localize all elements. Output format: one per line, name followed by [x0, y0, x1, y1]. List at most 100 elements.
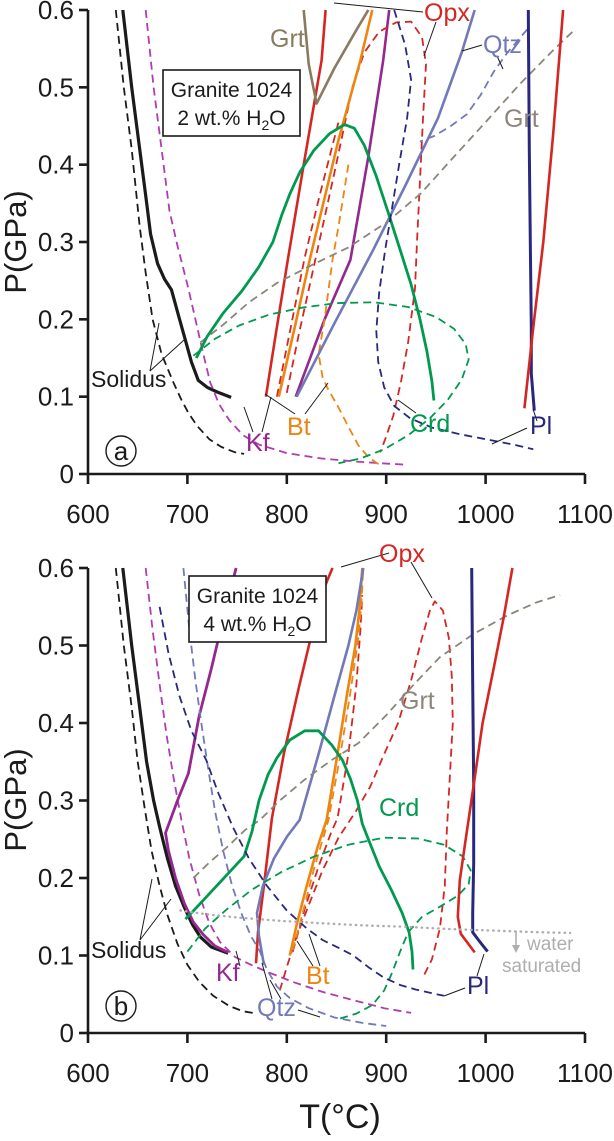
- panel-b-curve-opx-dashed: [278, 600, 454, 991]
- panel-a-leader-5: [304, 382, 329, 415]
- panel-a-leader-0: [149, 322, 160, 372]
- panel-b-leader-1: [410, 561, 433, 599]
- panel-b-leader-11: [443, 987, 466, 997]
- panel-b-curve-opx-dashed-2: [291, 595, 364, 952]
- panel-b-xtick-900: 900: [365, 1058, 408, 1088]
- panel-a-curve-opx-dashed: [285, 20, 427, 453]
- panel-b-curve-crd-solid: [184, 729, 415, 970]
- panel-a-xtick-900: 900: [365, 499, 408, 529]
- panel-a-ytick-0.2: 0.2: [38, 304, 74, 334]
- panel-a-leader-3: [261, 396, 272, 433]
- panel-a-curve-red-line-right: [523, 9, 565, 409]
- panel-b-saturated-label: saturated: [502, 956, 581, 977]
- panel-b-grt-dashed-label: Grt: [400, 687, 435, 715]
- panel-a-leader-4: [264, 393, 296, 415]
- panel-b-ytick-0.5: 0.5: [38, 631, 74, 661]
- panel-b: 0 0.1 0.2 0.3 0.4 0.5 0.6 600 700 800 900 1000 1100 P…: [0, 540, 613, 1088]
- panel-b-curve-qtz-solid: [255, 567, 365, 966]
- panel-a-curve-opx-solid: [264, 9, 327, 397]
- panel-b-curve-kf-solid: [164, 567, 238, 954]
- panel-b-xtick-800: 800: [265, 1058, 308, 1088]
- panel-b-ytick-0.6: 0.6: [38, 553, 74, 583]
- panel-b-ytick-0.3: 0.3: [38, 786, 74, 816]
- panel-a-curve-pl-dashed: [375, 9, 534, 451]
- panel-a-ytick-0.4: 0.4: [38, 150, 74, 180]
- panel-a-y-axis-title: P(GPa): [0, 190, 33, 293]
- panel-a-leader-8: [532, 408, 538, 422]
- panel-b-ytick-0.2: 0.2: [38, 863, 74, 893]
- panel-a-xtick-1100: 1100: [557, 499, 613, 529]
- panel-b-leader-10: [476, 953, 485, 977]
- panel-a-curve-grt-solid: [302, 9, 370, 105]
- panel-b-leader-8: [269, 979, 282, 1000]
- panel-a-kf-label: Kf: [246, 429, 270, 457]
- panel-b-curve-kf-dashed: [144, 567, 412, 1014]
- panel-a-ytick-0.5: 0.5: [38, 72, 74, 102]
- panel-b-y-axis-title: P(GPa): [0, 748, 33, 851]
- panel-a-letter-circle: [105, 435, 137, 467]
- panel-b-qtz-label: Qtz: [257, 994, 296, 1022]
- panel-a-grt-solid-label: Grt: [270, 25, 305, 53]
- panel-a-curve-crd-solid: [195, 123, 436, 401]
- panel-b-ytick-0: 0: [60, 1018, 74, 1048]
- panel-a-letter: a: [114, 436, 129, 466]
- panel-a-ytick-0: 0: [60, 459, 74, 489]
- panel-b-solidus-label: Solidus: [91, 937, 166, 963]
- panel-b-leader-7: [261, 962, 273, 1000]
- panel-a-curve-bt-solid: [277, 9, 374, 397]
- panel-a-xtick-800: 800: [265, 499, 308, 529]
- panel-a-axes: [79, 8, 587, 484]
- panel-b-bt-label: Bt: [306, 962, 330, 990]
- panel-b-xtick-1100: 1100: [557, 1058, 613, 1088]
- panel-b-curve-solidus: [121, 567, 229, 955]
- panel-b-curve-red-line-right: [456, 567, 514, 954]
- panel-b-leader-6: [308, 933, 321, 967]
- panel-b-ytick-0.4: 0.4: [38, 708, 74, 738]
- panel-a-curve-pl-solid: [526, 9, 536, 411]
- panel-a-crd-label: Crd: [410, 410, 450, 438]
- panel-b-crd-label: Crd: [379, 794, 419, 822]
- panel-a-ytick-0.1: 0.1: [38, 382, 74, 412]
- panel-b-curve-bt-dashed: [291, 567, 365, 951]
- panel-a-ytick-0.6: 0.6: [38, 0, 74, 25]
- panel-a-curve-solidus-dashed: [114, 9, 245, 455]
- water-saturated-arrowhead: [512, 945, 520, 953]
- panel-b-ytick-0.1: 0.1: [38, 941, 74, 971]
- panel-a-curves: [114, 9, 576, 466]
- panel-a-grt-dashed-label: Grt: [504, 105, 539, 133]
- panel-b-pl-label: Pl: [467, 972, 489, 1000]
- panel-a-title-box: [162, 69, 301, 137]
- panel-b-curve-qtz-dashed: [182, 567, 387, 1027]
- panel-b-leader-3: [139, 898, 172, 941]
- panel-a-pl-label: Pl: [530, 412, 552, 440]
- panel-b-xtick-1000: 1000: [457, 1058, 515, 1088]
- panel-a-curve-qtz-dashed: [419, 28, 528, 143]
- panel-b-title-line2: 4 wt.% H2O: [203, 613, 311, 639]
- panel-a-title-line2: 2 wt.% H2O: [177, 107, 285, 133]
- panel-a-title-line1: Granite 1024: [171, 79, 293, 102]
- panel-a-leader-10: [423, 21, 437, 57]
- panel-a-xtick-1000: 1000: [457, 499, 515, 529]
- panel-a-qtz-label: Qtz: [483, 31, 522, 59]
- panel-b-curves: [114, 567, 572, 1027]
- panel-a-curve-qtz-solid: [295, 9, 476, 398]
- panel-b-leader-4: [235, 950, 241, 967]
- panel-b-leader-2: [139, 878, 153, 941]
- panel-a-leader-6: [397, 399, 417, 414]
- panel-a-solidus-label: Solidus: [91, 366, 166, 392]
- panel-b-curve-solidus-dashed: [114, 567, 254, 1014]
- panel-a-leader-2: [243, 406, 254, 433]
- panel-b-kf-label: Kf: [216, 959, 240, 987]
- panel-a-ytick-0.3: 0.3: [38, 227, 74, 257]
- panel-a-curve-crd-dashed: [192, 301, 470, 465]
- panel-b-curve-pl-solid: [470, 567, 489, 953]
- panel-b-title-line1: Granite 1024: [197, 585, 319, 608]
- panel-a-bt-label: Bt: [287, 413, 311, 441]
- panel-b-axes: [79, 566, 587, 1043]
- panel-b-letter: b: [114, 991, 128, 1021]
- panel-a-xtick-700: 700: [166, 499, 209, 529]
- panel-b-curve-water-saturated-dotted: [179, 909, 572, 935]
- panel-b-curve-grt-dashed: [192, 594, 561, 879]
- panel-a-curve-opx-dashed-2: [276, 118, 341, 397]
- x-axis-title: T(°C): [299, 1098, 381, 1136]
